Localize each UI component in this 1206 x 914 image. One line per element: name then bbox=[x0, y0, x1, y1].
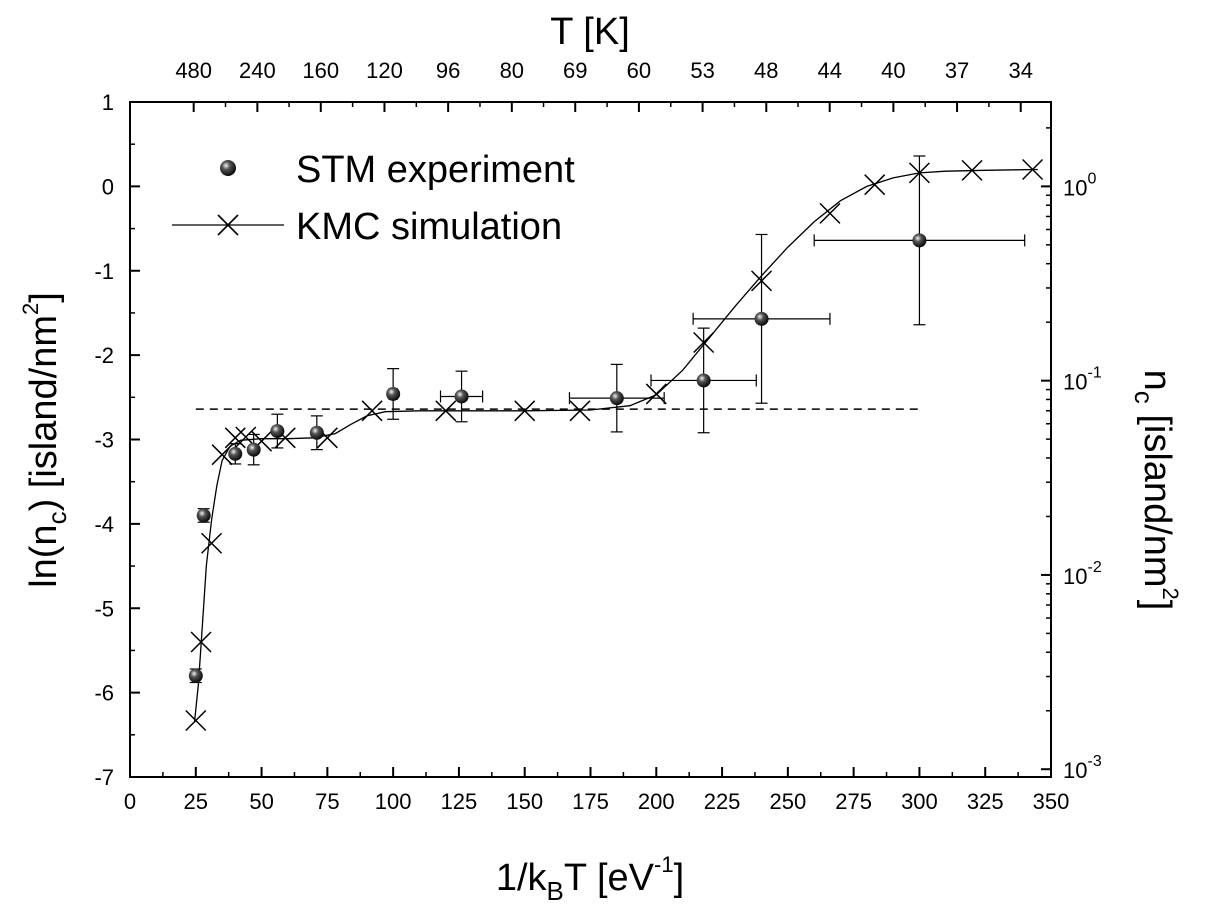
x-tick-label: 0 bbox=[124, 789, 136, 814]
top-tick-label: 480 bbox=[175, 58, 212, 83]
stm-point bbox=[912, 233, 927, 248]
right-axis-title: nc [island/nm2] bbox=[1129, 370, 1183, 611]
x-tick-label: 25 bbox=[184, 789, 208, 814]
kmc-point bbox=[361, 400, 383, 422]
x-tick-label: 100 bbox=[375, 789, 412, 814]
y-tick-label: 0 bbox=[102, 174, 114, 199]
kmc-point bbox=[1022, 158, 1044, 181]
stm-point bbox=[270, 424, 285, 439]
legend-sphere-marker bbox=[220, 160, 236, 176]
x-tick-label: 150 bbox=[506, 789, 543, 814]
kmc-point bbox=[514, 400, 536, 422]
x-tick-label: 325 bbox=[967, 789, 1004, 814]
y-tick-label: -6 bbox=[94, 681, 114, 706]
top-tick-label: 48 bbox=[754, 58, 778, 83]
x-tick-label: 300 bbox=[901, 789, 938, 814]
right-tick-label: 10-3 bbox=[1063, 753, 1102, 783]
right-tick-label: 10-1 bbox=[1063, 365, 1102, 395]
legend-cross-marker bbox=[217, 214, 239, 236]
kmc-point bbox=[211, 444, 233, 466]
y-axis-title: ln(nc) [island/nm2] bbox=[18, 292, 72, 588]
top-tick-label: 160 bbox=[302, 58, 339, 83]
kmc-point bbox=[190, 631, 212, 653]
top-tick-label: 60 bbox=[627, 58, 651, 83]
stm-point bbox=[309, 425, 324, 440]
legend-label-stm: STM experiment bbox=[296, 149, 575, 191]
kmc-point bbox=[908, 162, 930, 184]
y-tick-label: -3 bbox=[94, 428, 114, 453]
x-tick-label: 75 bbox=[315, 789, 339, 814]
x-tick-label: 275 bbox=[835, 789, 872, 814]
top-axis-title: T [K] bbox=[550, 11, 630, 53]
right-tick-label: 100 bbox=[1063, 170, 1096, 200]
x-tick-label: 200 bbox=[638, 789, 675, 814]
kmc-point bbox=[569, 400, 591, 422]
y-tick-label: -2 bbox=[94, 343, 114, 368]
kmc-fit-curve bbox=[193, 168, 1038, 723]
kmc-point bbox=[201, 532, 223, 554]
top-tick-label: 69 bbox=[563, 58, 587, 83]
plot-frame bbox=[129, 101, 1052, 778]
top-tick-label: 120 bbox=[366, 58, 403, 83]
stm-point bbox=[454, 389, 469, 404]
y-tick-label: -7 bbox=[94, 765, 114, 790]
kmc-markers bbox=[185, 158, 1044, 731]
stm-point bbox=[386, 386, 401, 401]
x-tick-label: 225 bbox=[704, 789, 741, 814]
x-axis-title: 1/kBT [eV-1] bbox=[496, 852, 684, 906]
kmc-point bbox=[751, 270, 773, 292]
legend-label-kmc: KMC simulation bbox=[296, 206, 562, 248]
x-tick-label: 50 bbox=[249, 789, 273, 814]
kmc-point bbox=[864, 174, 886, 196]
x-tick-label: 175 bbox=[572, 789, 609, 814]
y-tick-label: -1 bbox=[94, 259, 114, 284]
stm-point bbox=[246, 442, 261, 457]
stm-markers bbox=[188, 233, 927, 683]
y-tick-label: -5 bbox=[94, 596, 114, 621]
stm-point bbox=[196, 508, 211, 523]
kmc-point bbox=[961, 159, 983, 181]
kmc-point bbox=[693, 331, 715, 353]
stm-point bbox=[696, 373, 711, 388]
top-tick-label: 34 bbox=[1008, 58, 1032, 83]
kmc-point bbox=[819, 202, 841, 224]
y-tick-label: -4 bbox=[94, 512, 114, 537]
y-tick-label: 1 bbox=[102, 90, 114, 115]
top-tick-label: 53 bbox=[690, 58, 714, 83]
stm-point bbox=[754, 311, 769, 326]
stm-point bbox=[188, 668, 203, 683]
kmc-point bbox=[435, 400, 457, 422]
ticks bbox=[129, 101, 1052, 778]
top-tick-label: 37 bbox=[945, 58, 969, 83]
right-tick-label: 10-2 bbox=[1063, 559, 1102, 589]
top-tick-label: 96 bbox=[436, 58, 460, 83]
kmc-point bbox=[185, 709, 207, 731]
x-tick-label: 350 bbox=[1033, 789, 1070, 814]
stm-point bbox=[609, 391, 624, 406]
legend: STM experiment KMC simulation bbox=[172, 149, 575, 248]
x-tick-label: 250 bbox=[769, 789, 806, 814]
top-tick-label: 44 bbox=[817, 58, 841, 83]
stm-point bbox=[228, 446, 243, 461]
top-tick-label: 40 bbox=[881, 58, 905, 83]
kmc-point bbox=[224, 427, 246, 449]
top-tick-label: 80 bbox=[500, 58, 524, 83]
top-tick-label: 240 bbox=[239, 58, 276, 83]
kmc-point bbox=[645, 383, 667, 405]
x-tick-label: 125 bbox=[441, 789, 478, 814]
tick-labels: 0 25 50 75 100 125 150 175 200 225 250 275 300 325 350… bbox=[94, 58, 1101, 814]
